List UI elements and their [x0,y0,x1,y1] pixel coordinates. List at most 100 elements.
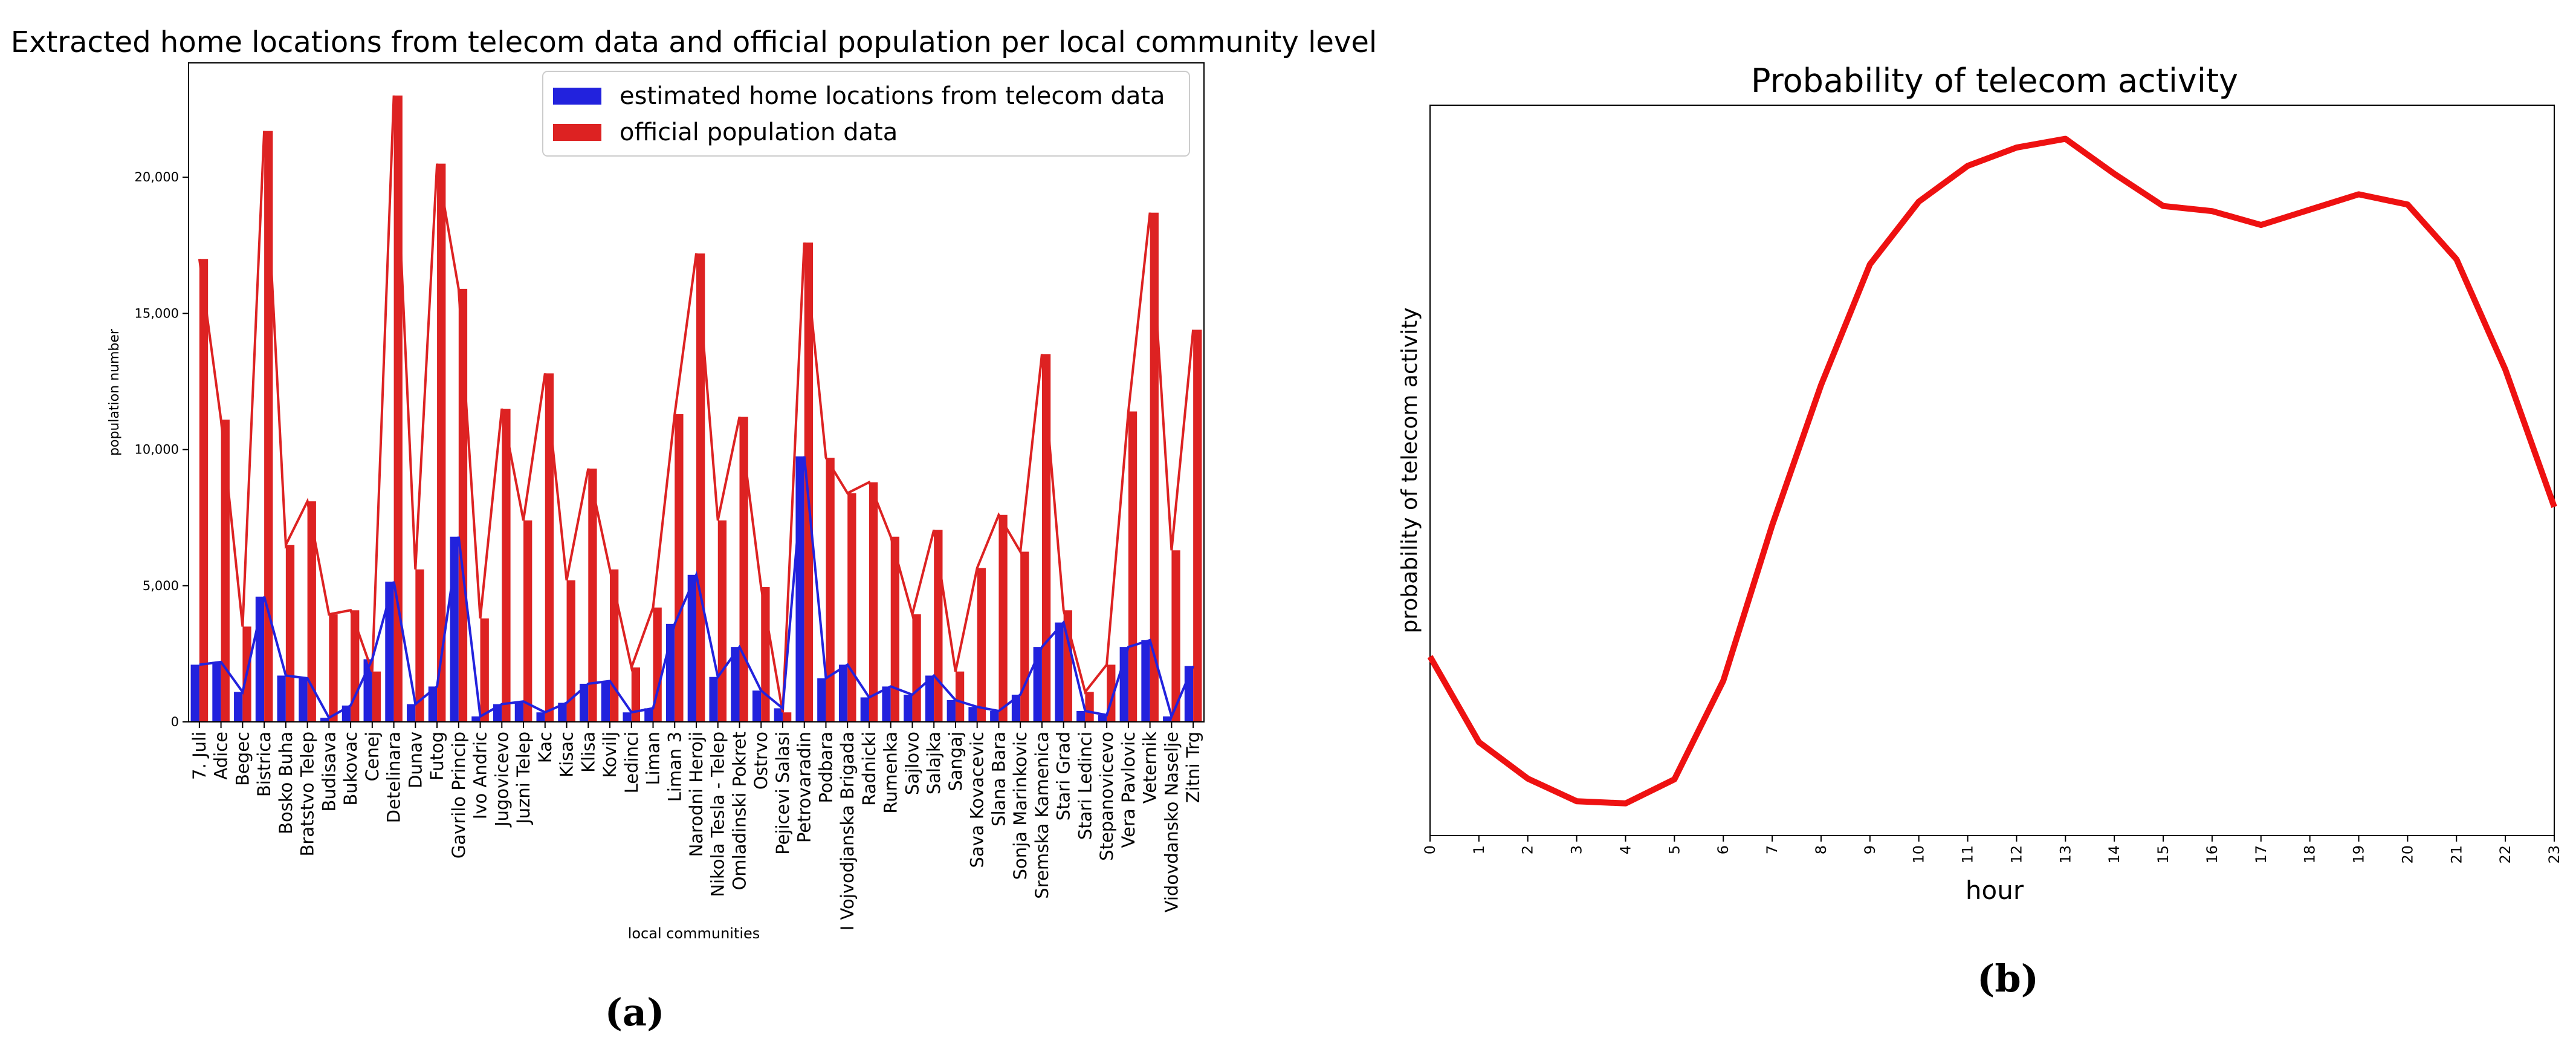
x-tick-label: 9 [1862,845,1879,854]
bar-telecom-35 [947,700,956,722]
x-tick-label: Pejicevi Salasi [772,732,793,855]
bar-telecom-11 [428,686,438,722]
x-tick-label: Klisa [578,732,598,773]
x-tick-label: Stepanovicevo [1096,732,1117,861]
bar-telecom-38 [1011,694,1021,722]
x-tick-label: Ostrvo [751,732,771,790]
y-tick-label: 15,000 [135,306,179,320]
x-tick-label: 14 [2106,845,2123,864]
panel-a-y-axis-label: population number [107,328,122,456]
legend-swatch-official [553,124,601,141]
y-tick-label: 20,000 [135,170,179,184]
x-tick-label: 19 [2351,845,2367,864]
bar-official-28 [804,242,814,722]
panel-a-population-chart: Extracted home locations from telecom da… [11,25,1377,1034]
bar-official-31 [869,482,878,722]
x-tick-label: Futog [427,732,447,781]
bar-telecom-31 [860,697,869,722]
bar-telecom-6 [320,718,329,722]
panel-b-axes-frame [1429,105,2555,836]
bar-official-1 [221,420,230,722]
x-tick-label: 13 [2057,845,2074,864]
x-tick-label: 10 [1911,845,1927,864]
x-tick-label: Radnicki [859,732,879,806]
bar-telecom-9 [385,582,394,722]
bar-telecom-20 [623,712,632,722]
bar-official-24 [717,520,727,722]
x-tick-label: 17 [2253,845,2270,864]
bar-official-8 [372,671,381,722]
bar-official-11 [437,163,446,722]
bar-telecom-40 [1055,622,1064,722]
x-tick-label: 5 [1666,845,1683,854]
x-tick-label: 15 [2155,845,2172,864]
y-tick-label: 10,000 [135,443,179,457]
y-tick-label: 0 [171,715,179,729]
line-telecom-activity [1427,135,2557,807]
x-tick-label: Cenej [362,732,383,781]
x-tick-label: 11 [1960,845,1976,864]
panel-a-plot-area [190,95,1202,722]
x-tick-label: 21 [2448,845,2465,864]
x-tick-label: 22 [2497,845,2514,864]
bar-telecom-0 [190,664,199,722]
x-tick-label: Bistrica [254,732,274,797]
x-tick-label: Begec [232,732,253,786]
x-tick-label: 7. Juli [189,732,210,780]
bar-official-4 [285,545,295,722]
bar-telecom-25 [731,647,740,722]
bar-official-5 [307,501,316,722]
legend-frame [542,71,1190,157]
x-tick-label: 0 [1422,845,1438,854]
bar-official-35 [955,671,965,722]
x-tick-label: Narodni Heroji [686,732,707,857]
x-tick-label: Sonja Marinkovic [1010,732,1031,880]
bar-telecom-41 [1076,710,1086,722]
bar-official-25 [739,417,748,722]
bar-telecom-36 [968,707,977,722]
panel-b-x-axis-label: hour [1966,875,2024,905]
x-tick-label: Budisava [319,732,339,812]
x-tick-label: Sangaj [945,732,966,791]
x-tick-label: Slana Bara [988,732,1009,826]
x-tick-label: Ledinci [621,732,642,793]
bar-telecom-24 [709,677,718,722]
bar-official-45 [1171,550,1180,722]
x-tick-label: Bukovac [340,732,361,806]
bar-telecom-2 [234,692,243,722]
legend-swatch-telecom [553,88,601,105]
bar-official-23 [696,253,705,722]
x-tick-label: Podbara [816,732,837,803]
x-tick-label: Vera Pavlovic [1118,732,1139,848]
bar-telecom-27 [774,708,783,722]
bar-official-37 [998,515,1008,722]
bar-official-44 [1150,212,1159,722]
bar-official-36 [977,568,986,722]
bar-official-3 [264,131,273,722]
bar-official-20 [631,667,641,722]
bar-telecom-15 [514,701,524,722]
x-tick-label: Adice [211,732,231,780]
x-tick-label: Liman [643,732,664,785]
bar-telecom-18 [579,683,589,722]
bar-telecom-23 [687,574,696,722]
x-tick-label: Juzni Telep [513,732,534,825]
bar-official-6 [329,614,338,722]
x-tick-label: Gavrilo Princip [448,732,469,859]
x-tick-label: Omladinski Pokret [730,732,750,890]
panel-a-y-axis: 0 5,000 10,000 15,000 20,000 [135,170,189,729]
bar-telecom-10 [407,704,416,722]
x-tick-label: Kac [535,732,555,763]
bar-telecom-29 [817,678,826,722]
x-tick-label: Sremska Kamenica [1032,732,1052,899]
x-tick-label: I Vojvodjanska Brigada [837,732,858,930]
bar-official-41 [1085,692,1094,722]
bar-telecom-42 [1098,715,1107,722]
bar-telecom-45 [1163,716,1172,722]
bar-official-38 [1020,551,1029,722]
x-tick-label: Dunav [405,732,426,788]
x-tick-label: 1 [1471,845,1487,854]
x-tick-label: 18 [2302,845,2319,864]
